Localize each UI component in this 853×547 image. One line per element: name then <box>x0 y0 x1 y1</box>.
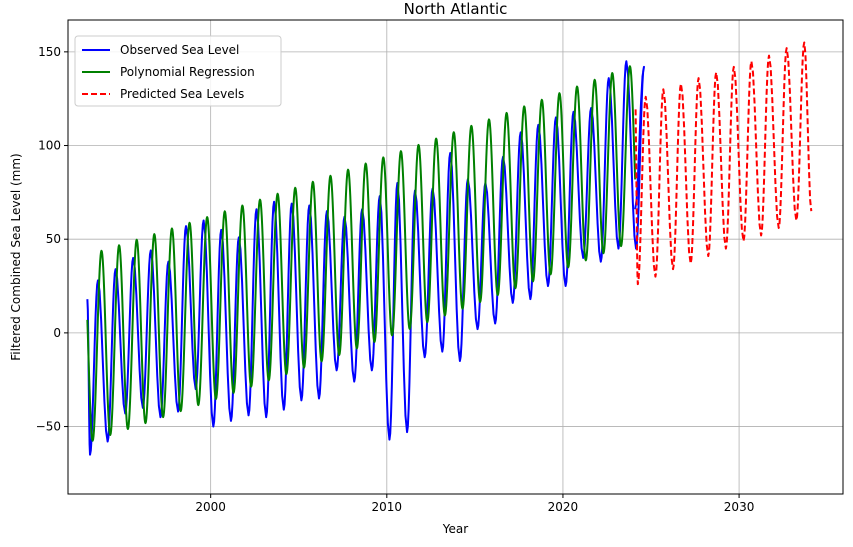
legend-label-predicted: Predicted Sea Levels <box>120 87 244 101</box>
y-tick-label: 100 <box>38 139 61 153</box>
y-tick-label: −50 <box>36 420 61 434</box>
observed-sea-level-line <box>86 60 645 456</box>
x-tick-label: 2010 <box>372 500 403 514</box>
legend: Observed Sea Level Polynomial Regression… <box>74 35 282 107</box>
legend-label-observed: Observed Sea Level <box>120 43 239 57</box>
legend-label-regression: Polynomial Regression <box>120 65 255 79</box>
y-tick-label: 50 <box>46 232 61 246</box>
y-axis-ticks: −50 0 50 100 150 <box>36 45 68 434</box>
y-tick-label: 0 <box>53 326 61 340</box>
polynomial-regression-line <box>86 65 637 442</box>
predicted-sea-levels-line <box>634 41 813 286</box>
plot-lines <box>86 41 813 456</box>
x-axis-label: Year <box>442 522 468 536</box>
y-axis-label: Filtered Combined Sea Level (mm) <box>9 153 23 360</box>
legend-box <box>74 35 282 107</box>
y-tick-label: 150 <box>38 45 61 59</box>
x-tick-label: 2000 <box>195 500 226 514</box>
plot-frame <box>67 19 844 495</box>
x-tick-label: 2030 <box>724 500 755 514</box>
x-axis-ticks: 2000 2010 2020 2030 <box>195 494 754 514</box>
x-tick-label: 2020 <box>548 500 579 514</box>
chart-title: North Atlantic <box>404 0 508 18</box>
